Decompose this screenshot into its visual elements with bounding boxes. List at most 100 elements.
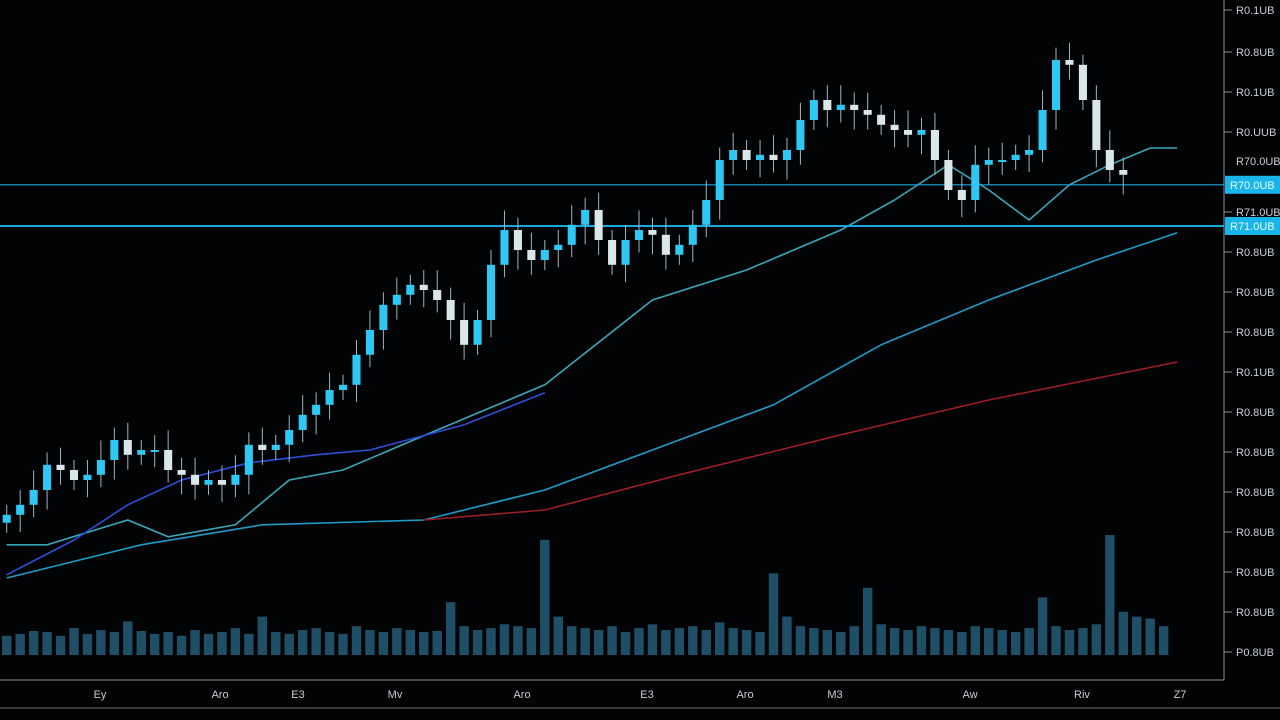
candle [850, 92, 859, 130]
candle [43, 452, 52, 510]
candle-body [917, 130, 926, 135]
volume-bar [957, 631, 967, 655]
volume-bar [593, 630, 604, 655]
volume-bar [876, 624, 886, 655]
candle-body [460, 320, 469, 345]
candle [486, 250, 496, 338]
volume-bar [580, 628, 590, 655]
candle [904, 110, 913, 148]
candle-body [110, 440, 119, 460]
candle [917, 117, 926, 155]
volume-bar [1010, 631, 1021, 655]
candle [930, 112, 939, 175]
candle-body [836, 104, 845, 110]
candle-body [688, 224, 697, 245]
candle-body [1011, 154, 1020, 160]
volume-bar [862, 587, 873, 655]
candle [298, 395, 307, 443]
candle-body [96, 460, 105, 475]
candle [957, 175, 966, 218]
moving-average-line [423, 361, 1178, 521]
candle-body [339, 384, 348, 390]
volume-bar [513, 626, 523, 655]
candle [527, 232, 536, 275]
volume-bar [459, 626, 469, 655]
volume-bar [674, 628, 685, 655]
volume-bar [567, 626, 577, 655]
candle [1078, 54, 1087, 110]
candle [1038, 90, 1047, 163]
volume-bar [378, 631, 389, 655]
candle-body [433, 290, 442, 300]
candle-body [971, 164, 980, 200]
x-tick-label: Aro [513, 689, 530, 701]
volume-bar [419, 631, 429, 655]
candle [231, 455, 240, 498]
candle-body [1119, 170, 1128, 175]
candle [877, 104, 886, 135]
volume-bar [1078, 628, 1088, 655]
candle [1025, 135, 1034, 172]
candle [796, 102, 805, 165]
candle-body [608, 240, 617, 265]
volume-bar [526, 628, 537, 655]
volume-bar [1091, 624, 1102, 655]
y-tick-label: R0.1UB [1236, 87, 1275, 99]
volume-bar [15, 633, 25, 655]
volume-bar [69, 628, 79, 655]
volume-bar [136, 631, 146, 655]
y-tick-label: R0.1UB [1236, 5, 1275, 17]
candle-body [769, 154, 778, 160]
candle [594, 192, 603, 255]
volume-bar [809, 628, 819, 655]
candle-body [419, 284, 428, 290]
volume-bar [688, 626, 698, 655]
volume-bar [540, 539, 550, 655]
volume-bar [701, 630, 711, 655]
candle [581, 197, 590, 245]
candle [446, 287, 455, 340]
volume-bar [82, 633, 93, 655]
candle-body [150, 450, 159, 452]
volume-bar [271, 631, 281, 655]
candle-body [16, 504, 25, 515]
volume-bar [149, 633, 160, 655]
y-tick-label: R0.8UB [1236, 407, 1275, 419]
candle [1092, 85, 1101, 168]
volume-bar [661, 630, 671, 655]
volume-bar [190, 630, 200, 655]
candle [621, 225, 630, 282]
candle-body [957, 190, 966, 200]
y-tick-label: R0.8UB [1236, 287, 1275, 299]
candle-body [540, 250, 549, 260]
price-level-tag [1225, 175, 1280, 194]
candle [500, 210, 509, 278]
candle [1065, 42, 1074, 80]
candle [823, 85, 832, 128]
volume-bar [916, 626, 927, 655]
y-tick-label: P0.8UB [1236, 647, 1274, 659]
price-level-tag [1225, 217, 1280, 235]
volume-bar [620, 631, 631, 655]
volume-bar [297, 630, 308, 655]
candle-body [365, 330, 374, 355]
volume-bar [1145, 618, 1155, 655]
volume-bar [822, 630, 833, 655]
candle-body [29, 490, 38, 505]
volume-bar [1064, 630, 1075, 655]
candle-body [527, 250, 536, 260]
x-tick-label: Aw [962, 689, 977, 701]
candle-body [244, 444, 253, 475]
candle [971, 145, 980, 213]
candle-body [271, 444, 280, 450]
volume-bar [1024, 628, 1034, 655]
candle [258, 427, 267, 465]
candle [661, 217, 670, 270]
candle-body [796, 120, 805, 150]
x-tick-label: Aro [736, 689, 753, 701]
x-tick-label: Mv [388, 689, 403, 701]
candle [217, 465, 226, 502]
volume-bar [351, 626, 362, 655]
volume-bar [123, 621, 133, 655]
